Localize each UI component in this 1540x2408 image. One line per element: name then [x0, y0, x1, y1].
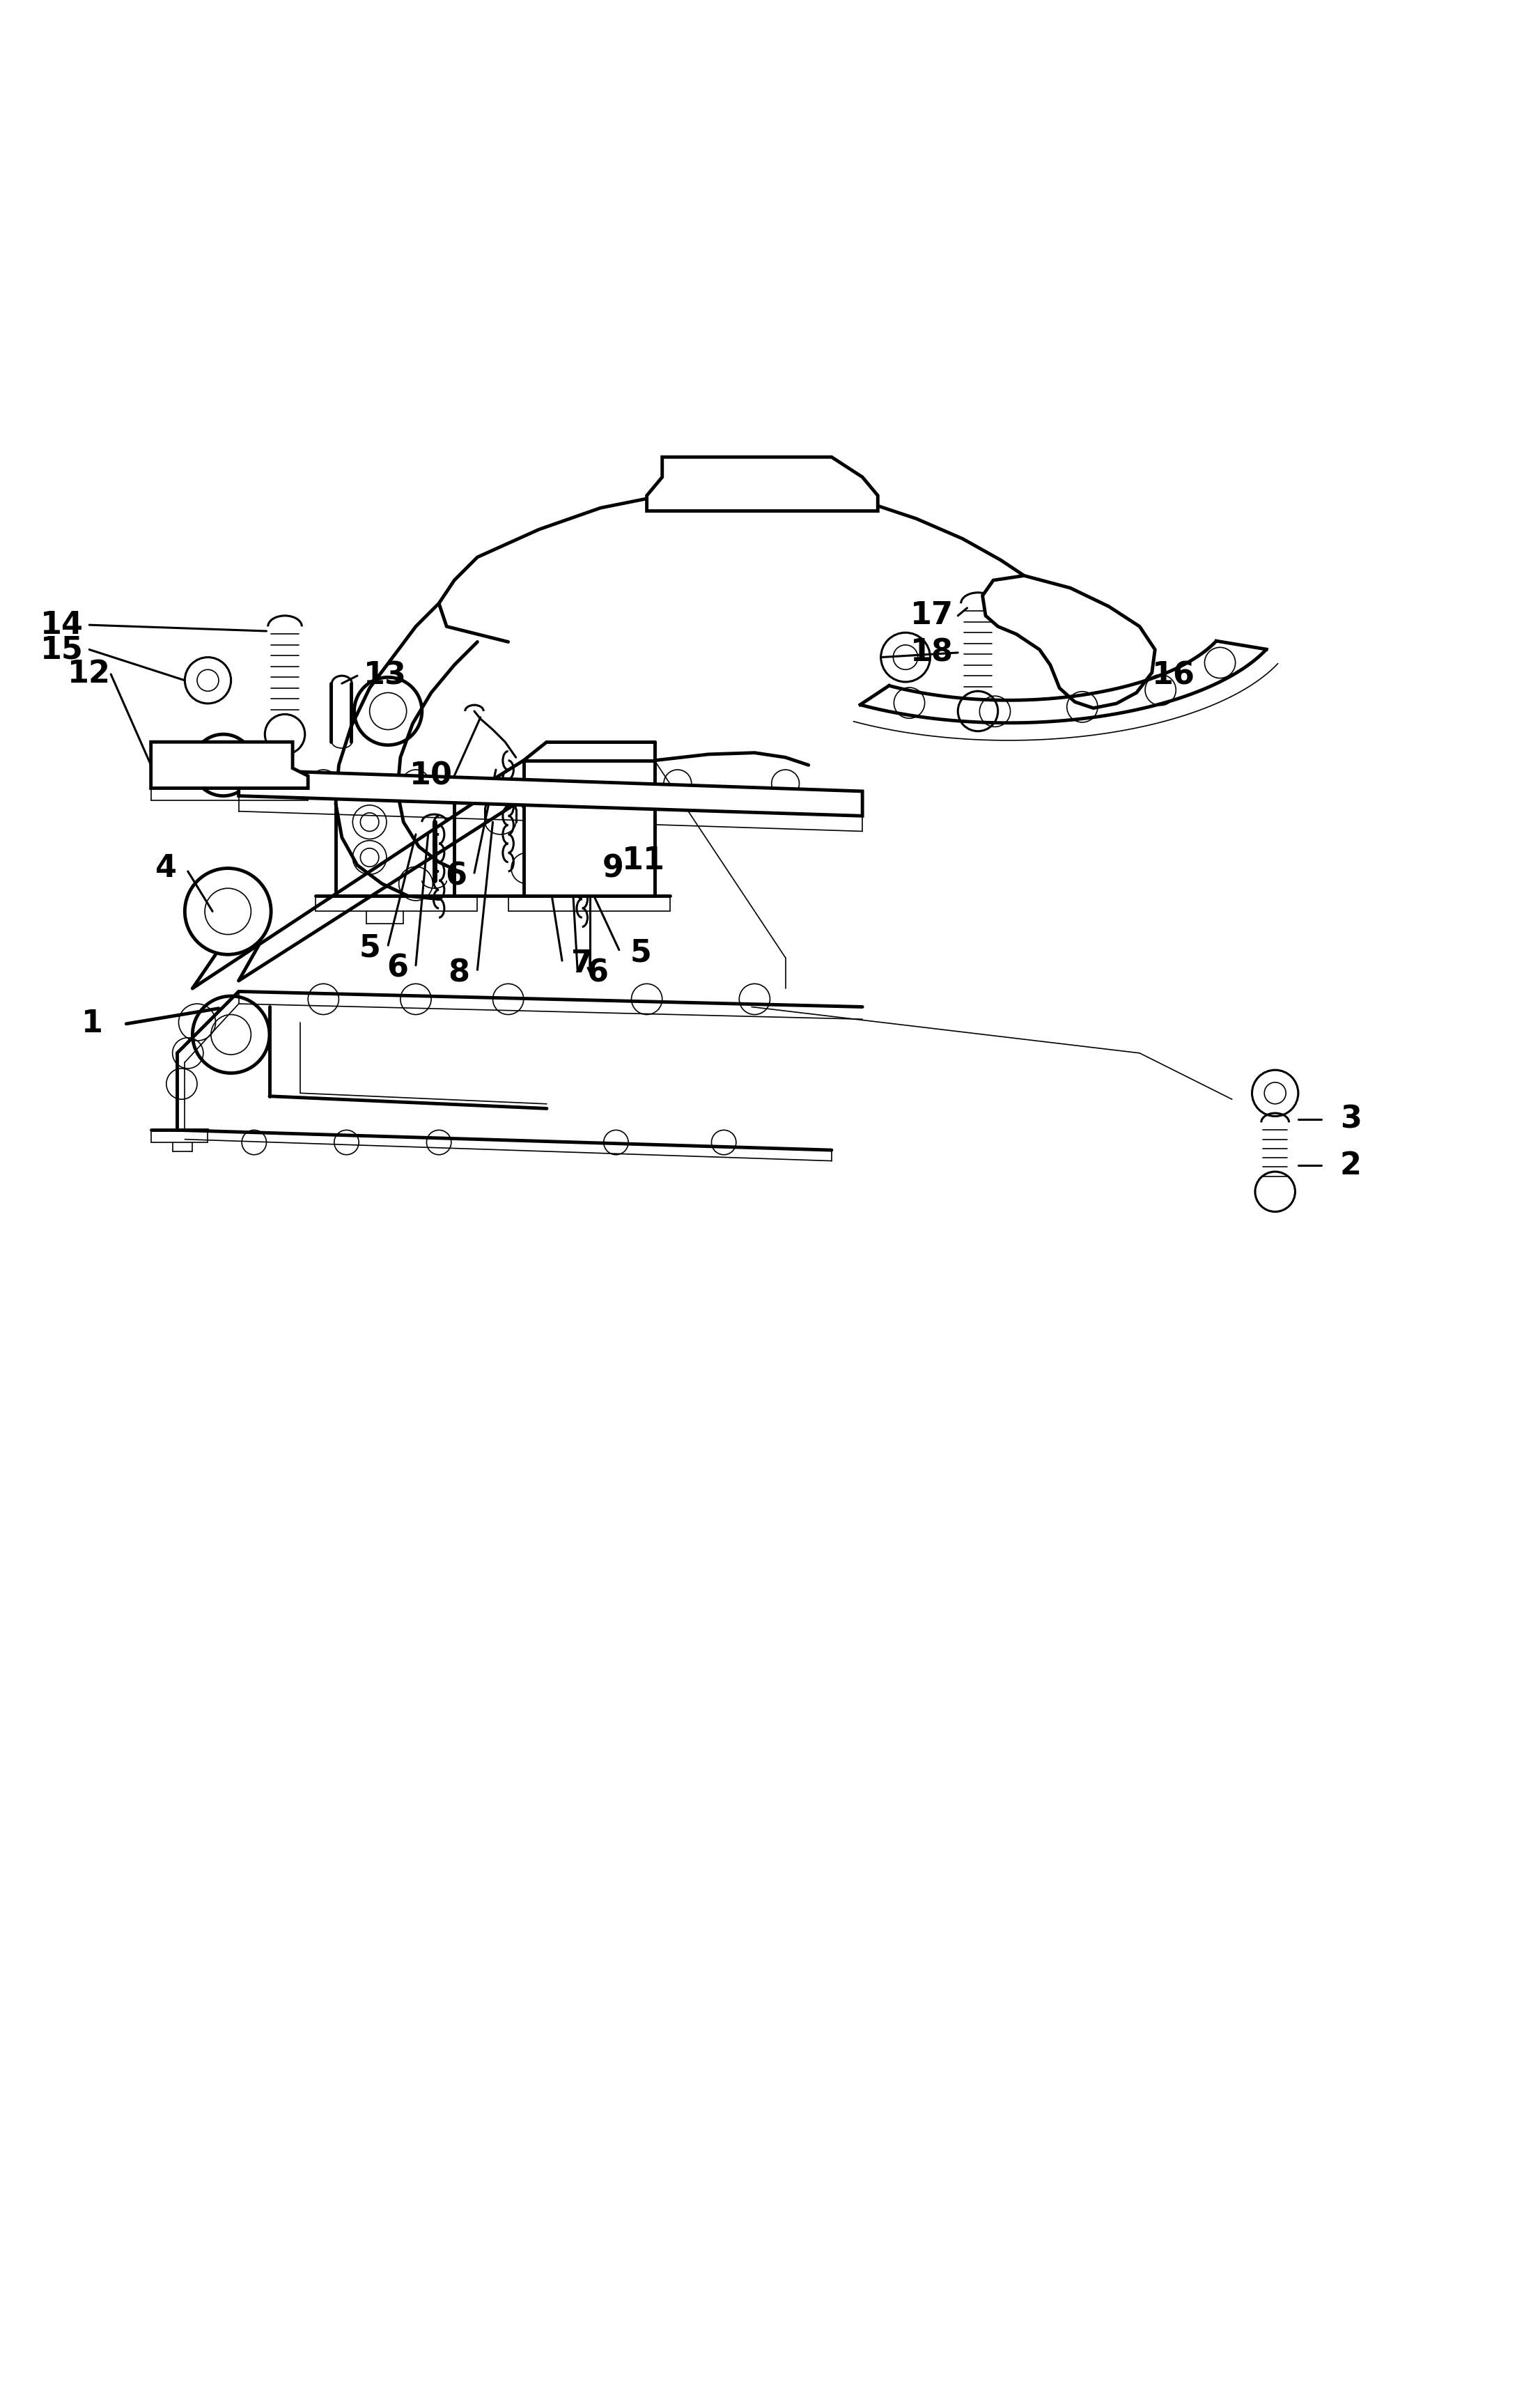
Polygon shape: [239, 771, 862, 816]
Text: 10: 10: [410, 761, 453, 790]
Text: 9: 9: [602, 852, 624, 884]
Text: 15: 15: [40, 636, 83, 665]
Text: 3: 3: [1340, 1105, 1361, 1134]
Text: 1: 1: [82, 1009, 103, 1038]
Text: 11: 11: [622, 845, 665, 877]
Text: 13: 13: [363, 660, 407, 691]
Text: 18: 18: [910, 638, 953, 667]
Text: 5: 5: [359, 934, 380, 963]
Circle shape: [360, 814, 379, 831]
Text: 6: 6: [587, 958, 608, 987]
Polygon shape: [983, 576, 1155, 708]
Text: 8: 8: [448, 958, 470, 987]
Text: 6: 6: [387, 954, 408, 982]
Text: 2: 2: [1340, 1151, 1361, 1180]
Circle shape: [1264, 1081, 1286, 1103]
Circle shape: [545, 792, 570, 816]
Circle shape: [893, 645, 918, 669]
Text: 17: 17: [910, 600, 953, 631]
Circle shape: [197, 669, 219, 691]
Text: 5: 5: [630, 939, 651, 968]
Text: 16: 16: [1152, 660, 1195, 691]
Text: 12: 12: [68, 660, 111, 689]
Circle shape: [360, 848, 379, 867]
Polygon shape: [524, 761, 654, 896]
Polygon shape: [647, 458, 878, 510]
Text: 7: 7: [571, 949, 593, 978]
Text: 6: 6: [445, 862, 467, 891]
Text: 4: 4: [156, 852, 177, 884]
Polygon shape: [151, 742, 308, 787]
Text: 14: 14: [40, 609, 83, 641]
